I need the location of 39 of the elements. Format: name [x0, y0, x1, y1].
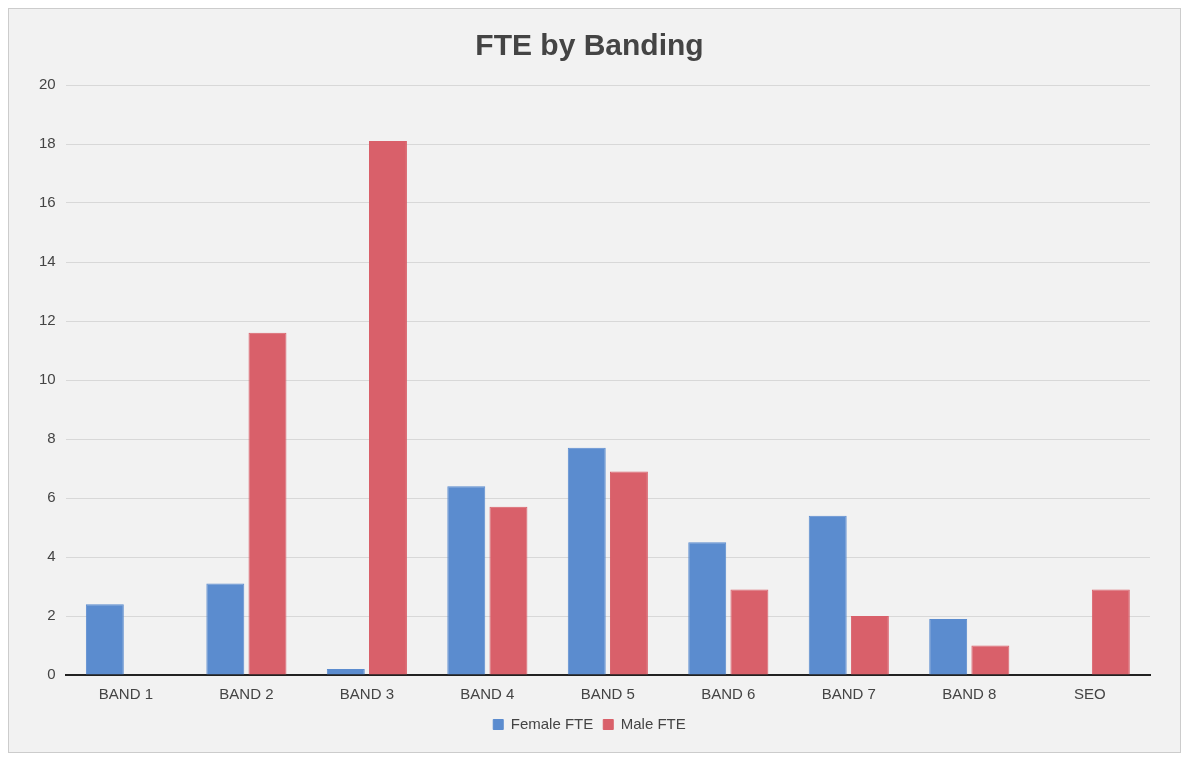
bar	[609, 471, 648, 675]
bar	[971, 645, 1010, 675]
bar	[447, 486, 486, 675]
y-tick-label: 16	[39, 193, 56, 211]
bar	[567, 447, 606, 675]
legend-label: Male FTE	[620, 714, 686, 732]
y-tick-label: 0	[47, 665, 56, 683]
bar	[248, 332, 287, 675]
legend-label: Female FTE	[510, 714, 594, 732]
bar	[326, 669, 365, 675]
y-tick-label: 12	[39, 311, 56, 329]
chart-title: FTE by Banding	[475, 28, 704, 62]
bar	[85, 604, 124, 675]
y-tick-label: 6	[47, 488, 56, 506]
y-tick-label: 10	[39, 370, 56, 388]
bar	[730, 589, 769, 675]
x-tick-label: SEO	[1073, 685, 1106, 703]
bar	[688, 542, 727, 675]
x-tick-label: BAND 1	[98, 685, 154, 703]
bar	[929, 618, 968, 675]
x-tick-label: BAND 7	[821, 685, 876, 703]
y-tick-label: 4	[47, 547, 56, 565]
x-tick-label: BAND 8	[942, 685, 997, 703]
y-tick-label: 18	[39, 134, 56, 152]
y-tick-label: 8	[47, 429, 56, 447]
x-tick-label: BAND 2	[219, 685, 274, 703]
x-tick-label: BAND 4	[460, 685, 515, 703]
y-tick-label: 14	[39, 252, 56, 270]
bar	[368, 141, 407, 675]
y-tick-label: 2	[47, 606, 56, 624]
y-tick-label: 20	[39, 75, 56, 93]
bar	[206, 583, 245, 675]
bar	[850, 616, 889, 675]
x-tick-label: BAND 3	[339, 685, 394, 703]
x-tick-label: BAND 5	[580, 685, 635, 703]
bar	[1091, 589, 1130, 675]
x-tick-label: BAND 6	[701, 685, 756, 703]
bar	[808, 515, 847, 675]
bar	[489, 506, 528, 675]
